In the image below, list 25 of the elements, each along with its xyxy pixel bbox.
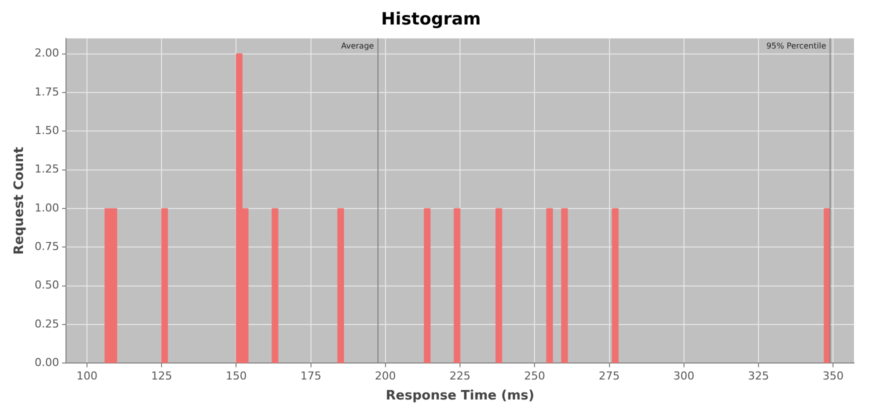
- x-tick-label: 225: [450, 370, 471, 383]
- y-tick-label: 0.75: [34, 240, 60, 254]
- y-tick-label: 1.50: [34, 124, 60, 138]
- y-tick-label: 0.25: [34, 317, 60, 330]
- x-tick-label: 275: [598, 370, 620, 383]
- y-tick-label: 1.25: [34, 162, 60, 176]
- y-tick-label: 1.00: [34, 201, 60, 214]
- x-tick-label: 200: [374, 370, 396, 383]
- y-tick-label: 0.00: [34, 356, 60, 370]
- x-tick-label: 150: [226, 370, 247, 383]
- y-tick-label: 1.75: [34, 85, 60, 98]
- x-tick-label: 250: [524, 370, 546, 383]
- y-axis-title: Request Count: [12, 146, 28, 255]
- chart-title: Histogram: [381, 10, 481, 30]
- x-tick-label: 175: [300, 370, 322, 383]
- y-tick-label: 0.50: [34, 278, 60, 292]
- x-tick-label: 350: [822, 370, 844, 383]
- y-tick-label: 2.00: [34, 46, 60, 60]
- ref-line-label: Average: [341, 41, 374, 50]
- x-tick-label: 300: [673, 370, 694, 383]
- x-axis-title: Response Time (ms): [386, 388, 534, 404]
- x-tick-label: 325: [748, 370, 769, 383]
- x-tick-label: 100: [76, 370, 98, 383]
- x-tick-label: 125: [151, 370, 172, 383]
- ref-line-label: 95% Percentile: [766, 41, 826, 50]
